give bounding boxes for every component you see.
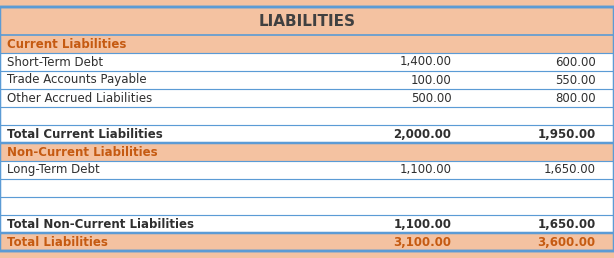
Bar xyxy=(0,53,614,71)
Bar xyxy=(0,89,614,107)
Bar xyxy=(0,161,614,179)
Text: Other Accrued Liabilities: Other Accrued Liabilities xyxy=(7,92,152,104)
Text: Current Liabilities: Current Liabilities xyxy=(7,37,126,51)
Bar xyxy=(0,35,614,53)
Bar xyxy=(0,143,614,161)
Text: 3,100.00: 3,100.00 xyxy=(394,236,451,248)
Text: 2,000.00: 2,000.00 xyxy=(394,127,451,141)
Text: 500.00: 500.00 xyxy=(411,92,451,104)
Text: 1,100.00: 1,100.00 xyxy=(394,217,451,230)
Bar xyxy=(0,197,614,215)
Bar xyxy=(0,233,614,251)
Text: 1,650.00: 1,650.00 xyxy=(537,217,596,230)
Bar xyxy=(0,107,614,125)
Text: Total Liabilities: Total Liabilities xyxy=(7,236,108,248)
Text: Long-Term Debt: Long-Term Debt xyxy=(7,164,99,176)
Text: 1,650.00: 1,650.00 xyxy=(543,164,596,176)
Text: 1,400.00: 1,400.00 xyxy=(399,55,451,69)
Text: 800.00: 800.00 xyxy=(555,92,596,104)
Text: 1,950.00: 1,950.00 xyxy=(537,127,596,141)
Bar xyxy=(0,7,614,35)
Text: Total Current Liabilities: Total Current Liabilities xyxy=(7,127,163,141)
Text: Non-Current Liabilities: Non-Current Liabilities xyxy=(7,146,158,158)
Bar xyxy=(0,125,614,143)
Text: Total Non-Current Liabilities: Total Non-Current Liabilities xyxy=(7,217,194,230)
Text: Short-Term Debt: Short-Term Debt xyxy=(7,55,103,69)
Text: 1,100.00: 1,100.00 xyxy=(399,164,451,176)
Text: 100.00: 100.00 xyxy=(411,74,451,86)
Bar xyxy=(0,71,614,89)
Bar xyxy=(0,179,614,197)
Text: LIABILITIES: LIABILITIES xyxy=(258,13,356,28)
Text: Trade Accounts Payable: Trade Accounts Payable xyxy=(7,74,147,86)
Text: 550.00: 550.00 xyxy=(555,74,596,86)
Text: 3,600.00: 3,600.00 xyxy=(537,236,596,248)
Bar xyxy=(0,215,614,233)
Text: 600.00: 600.00 xyxy=(555,55,596,69)
